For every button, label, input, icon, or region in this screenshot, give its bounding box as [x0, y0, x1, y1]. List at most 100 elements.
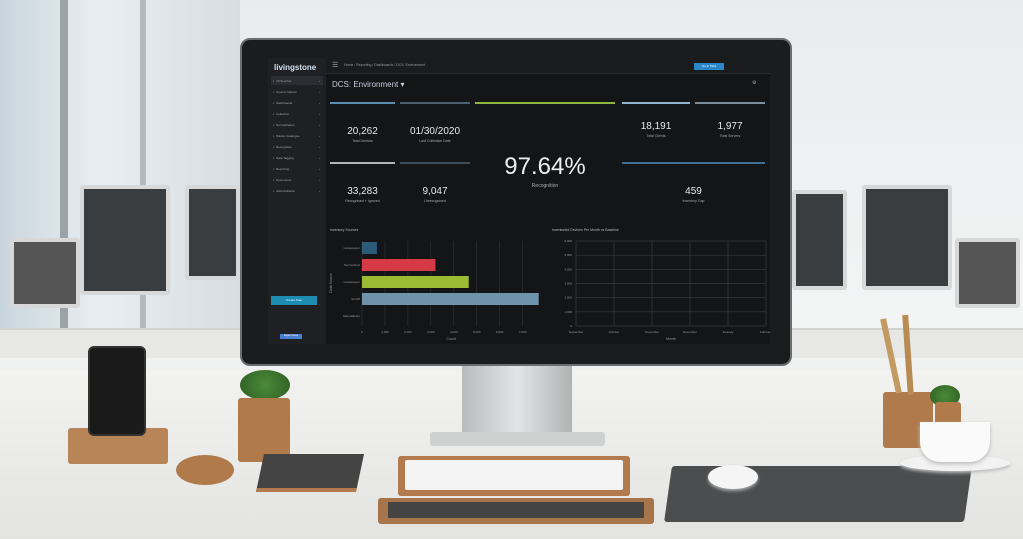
bar — [362, 276, 469, 288]
saucer — [900, 455, 1010, 471]
nav-icon: ▪ — [273, 133, 275, 138]
tabs-button[interactable]: Go to Tabs — [694, 63, 724, 70]
plant-pot — [935, 402, 961, 424]
inventory_gap-label: Inventory Gap — [682, 199, 705, 203]
background-monitor — [80, 185, 170, 295]
x-tick-label: 5,000 — [473, 330, 481, 334]
report-issue-button[interactable]: Report Issue — [280, 334, 302, 339]
y-tick-label: ServiceNow — [344, 263, 361, 267]
chevron-right-icon: › — [319, 100, 320, 105]
sidebar-item-label: Master Catalogue — [276, 133, 300, 138]
sidebar-item[interactable]: ▪ Data Tagging › — [271, 153, 323, 162]
chevron-right-icon: › — [319, 144, 320, 149]
chevron-right-icon: › — [319, 166, 320, 171]
chevron-right-icon: › — [319, 78, 320, 83]
sidebar-item[interactable]: ▪ Collection › — [271, 109, 323, 118]
y-tick-label: ManualEntry — [343, 314, 360, 318]
sidebar-item-label: Collection — [276, 111, 290, 116]
sidebar-item-label: All Sources — [276, 78, 292, 83]
x-tick-label: 0 — [361, 330, 363, 334]
x-tick-label: 6,000 — [496, 330, 504, 334]
nav-icon: ▪ — [273, 177, 275, 182]
x-tick-label: 3,000 — [427, 330, 435, 334]
bar-chart-title: Inventory Sources — [330, 228, 359, 232]
y-tick-label: 3,000 — [564, 282, 572, 286]
breadcrumb[interactable]: Home / Reporting / Dashboards / DCS: Env… — [344, 63, 426, 67]
sidebar-item[interactable]: ▪ Recognition › — [271, 142, 323, 151]
keyboard[interactable] — [405, 460, 623, 490]
plant-pot — [238, 398, 290, 462]
y-tick-label: 1,000 — [564, 310, 572, 314]
topbar: ☰ Home / Reporting / Dashboards / DCS: E… — [326, 58, 770, 74]
y-tick-label: Lansweeper — [344, 280, 360, 284]
create-task-button[interactable]: Create Task — [271, 296, 317, 305]
nav-icon: ▪ — [273, 188, 275, 193]
chevron-right-icon: › — [319, 111, 320, 116]
recognition-label: Recognition — [531, 183, 559, 189]
x-axis-label: Month — [666, 337, 676, 341]
total_servers-value: 1,977 — [717, 121, 743, 132]
window-frame — [60, 0, 68, 330]
sidebar-item-label: Administration — [276, 188, 296, 193]
inventoried-devices-chart: 0 1,000 2,000 3,000 4,000 5,000 6,000 September… — [564, 239, 770, 341]
unrecognised-value: 9,047 — [422, 186, 448, 197]
total_servers-accent — [695, 102, 765, 104]
y-tick-label: 6,000 — [564, 239, 572, 243]
sidebar-item[interactable]: ▪ Documents › — [271, 175, 323, 184]
recognition-accent — [475, 102, 615, 104]
logo: livingstone — [274, 63, 317, 72]
x-axis-label: Count — [446, 337, 455, 341]
sidebar-item-label: Source Options — [276, 89, 297, 94]
sidebar-item[interactable]: ▪ Dashboards › — [271, 98, 323, 107]
chevron-right-icon: › — [319, 177, 320, 182]
x-tick-label: 7,000 — [519, 330, 527, 334]
last_collection-accent — [400, 102, 470, 104]
background-monitor — [185, 185, 240, 280]
window-frame — [140, 0, 146, 330]
y-tick-label: 0 — [570, 324, 572, 328]
background-chair — [10, 238, 80, 308]
recognition-value: 97.64% — [504, 153, 586, 180]
bar — [362, 293, 539, 305]
x-tick-label: 4,000 — [450, 330, 458, 334]
menu-icon[interactable]: ☰ — [332, 62, 339, 69]
nav-icon: ▪ — [273, 111, 275, 116]
nav-icon: ▪ — [273, 144, 275, 149]
chevron-right-icon: › — [319, 188, 320, 193]
mouse[interactable] — [708, 465, 758, 489]
smartphone — [88, 346, 146, 436]
sidebar-item[interactable]: ▪ Administration › — [271, 186, 323, 195]
y-tick-label: SCCM — [351, 297, 360, 301]
bar — [362, 242, 377, 254]
nav-icon: ▪ — [273, 100, 275, 105]
sidebar-item-label: Data Tagging — [276, 155, 294, 160]
chevron-right-icon: › — [319, 89, 320, 94]
sidebar-item[interactable]: ▪ All Sources › — [271, 76, 323, 85]
x-tick-label: November — [645, 330, 659, 334]
sidebar-item[interactable]: ▪ Master Catalogue › — [271, 131, 323, 140]
background-chair — [955, 238, 1020, 308]
sidebar: livingstone ▪ All Sources › ▪ Source Options… — [268, 58, 326, 344]
x-tick-label: January — [723, 330, 734, 334]
y-tick-label: Lansweeper — [344, 246, 360, 250]
inventory_gap-value: 459 — [685, 186, 702, 197]
recognised_ignored-label: Recognised + Ignored — [345, 199, 380, 203]
y-tick-label: 4,000 — [564, 267, 572, 271]
total_devices-accent — [330, 102, 395, 104]
dashboard-screen: livingstone ▪ All Sources › ▪ Source Options… — [268, 58, 770, 344]
inventory_gap-accent — [622, 162, 765, 164]
y-tick-label: 2,000 — [564, 296, 572, 300]
nav-icon: ▪ — [273, 89, 275, 94]
x-tick-label: February — [760, 330, 770, 334]
sidebar-item[interactable]: ▪ Reporting › — [271, 164, 323, 173]
recognised_ignored-accent — [330, 162, 395, 164]
y-tick-label: 5,000 — [564, 253, 572, 257]
inventory-sources-chart: 0 1,000 2,000 3,000 4,000 5,000 6,000 7,000 Lans… — [329, 241, 539, 341]
sidebar-item[interactable]: ▪ Normalization › — [271, 120, 323, 129]
monitor-stand — [462, 366, 572, 438]
last_collection-value: 01/30/2020 — [409, 126, 461, 137]
wooden-dish — [176, 455, 234, 485]
settings-icon[interactable]: ⚙ — [752, 80, 757, 86]
page-title[interactable]: DCS: Environment ▾ — [332, 80, 405, 89]
sidebar-item[interactable]: ▪ Source Options › — [271, 87, 323, 96]
